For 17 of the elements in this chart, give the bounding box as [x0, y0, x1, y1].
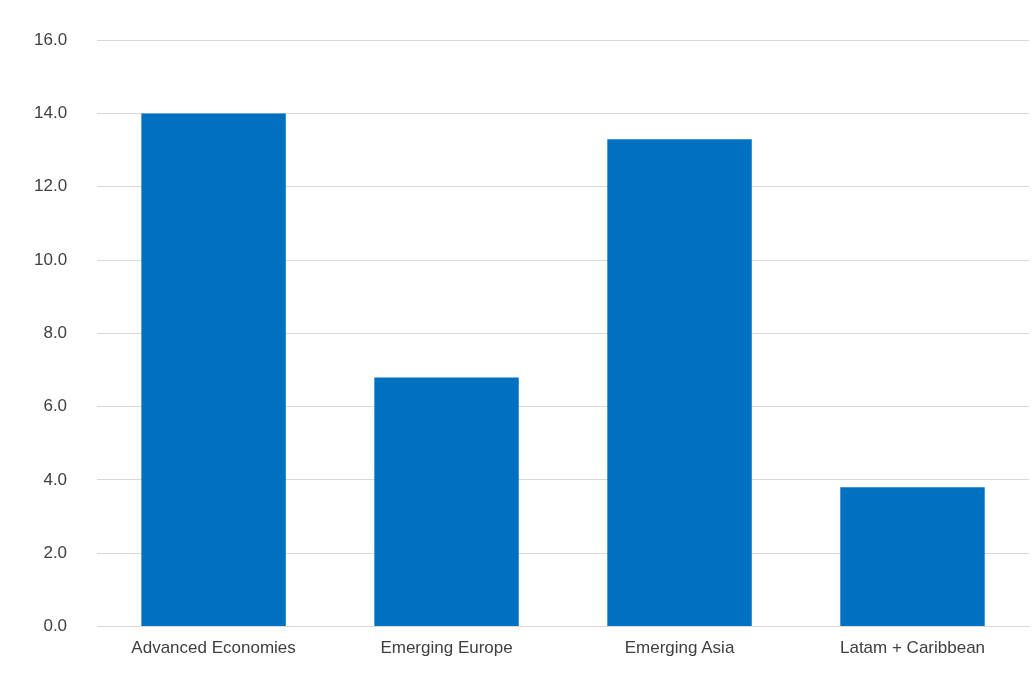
- x-tick-label: Advanced Economies: [131, 638, 296, 658]
- bar: [607, 139, 752, 627]
- y-tick-label: 2.0: [43, 542, 68, 562]
- x-tick-label: Latam + Caribbean: [839, 638, 986, 658]
- y-tick-label: 8.0: [43, 323, 68, 343]
- y-tick-label: 14.0: [33, 103, 68, 123]
- bar: [141, 113, 286, 627]
- y-tick-label: 12.0: [33, 176, 68, 196]
- y-tick-label: 6.0: [43, 396, 68, 416]
- bar: [374, 377, 519, 627]
- x-tick-label: Emerging Europe: [380, 638, 513, 658]
- y-tick-label: 16.0: [33, 29, 68, 49]
- y-tick-label: 0.0: [43, 616, 68, 636]
- y-tick-label: 4.0: [43, 469, 68, 489]
- y-tick-label: 10.0: [33, 249, 68, 269]
- bar: [840, 487, 985, 627]
- x-tick-label: Emerging Asia: [624, 638, 735, 658]
